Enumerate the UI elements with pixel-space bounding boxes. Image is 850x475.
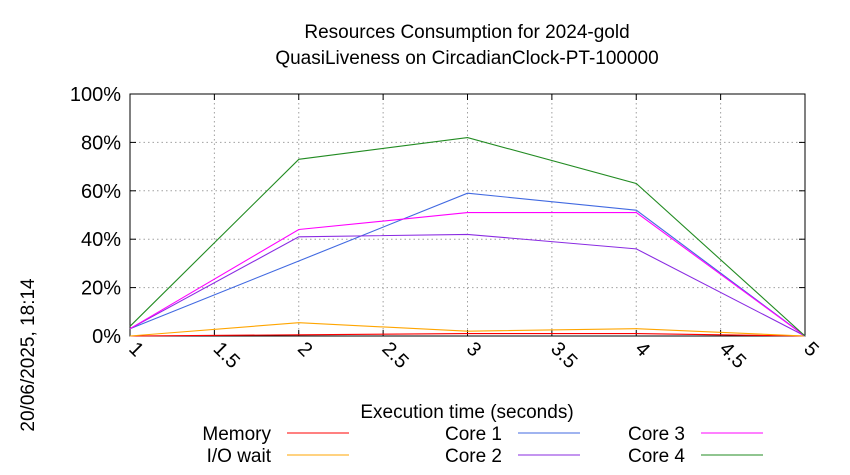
y-tick-label: 20% — [81, 278, 121, 300]
x-tick-label: 5 — [799, 338, 822, 361]
x-axis-label: Execution time (seconds) — [360, 402, 573, 423]
series-line-core-3 — [129, 212, 806, 337]
series-lines — [129, 137, 806, 337]
legend-label: Core 1 — [445, 424, 502, 445]
y-tick-label: 80% — [81, 132, 121, 154]
series-line-memory — [129, 333, 806, 337]
x-tick-label: 3.5 — [546, 338, 581, 373]
legend-label: Core 4 — [628, 446, 685, 467]
x-tick-label: 4.5 — [715, 338, 750, 373]
legend-label: I/O wait — [207, 446, 272, 467]
legend-label: Core 3 — [628, 424, 685, 445]
chart-subtitle: QuasiLiveness on CircadianClock-PT-10000… — [275, 48, 658, 69]
chart-title: Resources Consumption for 2024-gold — [304, 22, 629, 43]
timestamp-label: 20/06/2025, 18:14 — [18, 278, 39, 432]
y-tick-label: 0% — [92, 326, 121, 348]
y-tick-label: 40% — [81, 229, 121, 251]
y-axis: 0% 20% 40% 60% 80% 100% — [70, 84, 805, 348]
y-tick-label: 100% — [70, 84, 121, 106]
x-tick-label: 4 — [631, 338, 654, 361]
x-tick-label: 3 — [462, 338, 485, 361]
x-tick-label: 2 — [293, 338, 316, 361]
x-tick-label: 1.5 — [209, 338, 244, 373]
series-line-core-4 — [129, 137, 806, 337]
series-line-core-1 — [129, 192, 806, 337]
legend-label: Memory — [202, 424, 271, 445]
grid-lines — [130, 94, 805, 336]
y-tick-label: 60% — [81, 181, 121, 203]
series-line-i-o-wait — [129, 322, 806, 337]
x-tick-label: 1 — [124, 338, 147, 361]
series-line-core-2 — [129, 233, 806, 337]
x-tick-label: 2.5 — [377, 338, 412, 373]
legend-label: Core 2 — [445, 446, 502, 467]
